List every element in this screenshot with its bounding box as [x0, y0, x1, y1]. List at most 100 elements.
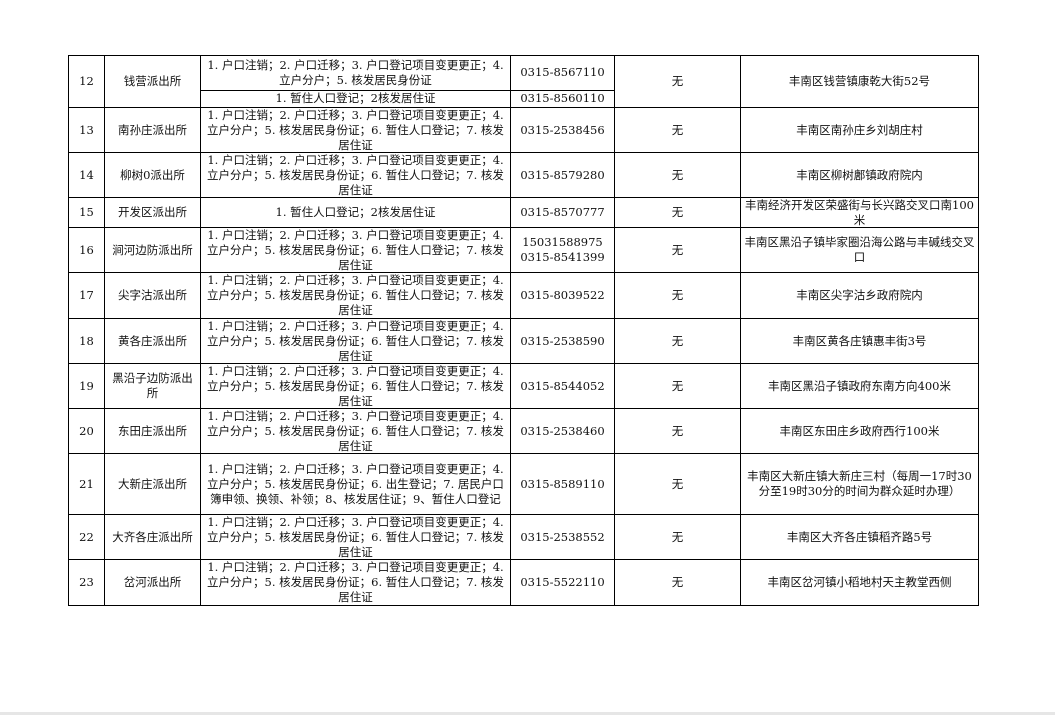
row-number-text: 15 [79, 205, 94, 219]
phone: 0315-2538460 [510, 408, 615, 454]
phone: 0315-8039522 [510, 272, 615, 319]
phone: 0315-8589110 [510, 453, 615, 515]
address-text: 丰南区岔河镇小稻地村天主教堂西侧 [767, 575, 952, 589]
services: 1. 户口注销；2. 户口迁移；3. 户口登记项目变更更正；4. 立户分户；5.… [200, 453, 511, 515]
station-name-text: 大齐各庄派出所 [112, 529, 193, 544]
phone: 0315-2538552 [510, 514, 615, 560]
services-text: 1. 户口注销；2. 户口迁移；3. 户口登记项目变更更正；4. 立户分户；5.… [207, 153, 504, 197]
address-text: 丰南区黑沿子镇政府东南方向400米 [768, 378, 951, 393]
services-text: 1. 户口注销；2. 户口迁移；3. 户口登记项目变更更正；4. 立户分户；5.… [207, 273, 504, 318]
row-number-text: 17 [79, 288, 94, 302]
phone: 0315-2538590 [510, 318, 615, 364]
phone-text: 0315-2538460 [520, 423, 605, 438]
row-number: 23 [68, 559, 105, 606]
address-text: 丰南区柳树鄌镇政府院内 [796, 167, 923, 182]
station-name: 黑沿子边防派出所 [104, 363, 201, 409]
services-text: 1. 户口注销；2. 户口迁移；3. 户口登记项目变更更正；4. 立户分户；5.… [207, 560, 504, 605]
row-number-text: 13 [79, 122, 94, 137]
phone-text: 0315-8039522 [520, 288, 605, 302]
address-text: 丰南区南孙庄乡刘胡庄村 [796, 122, 923, 137]
address: 丰南区黑沿子镇政府东南方向400米 [740, 363, 979, 409]
station-name-text: 涧河边防派出所 [112, 242, 193, 257]
address: 丰南区大新庄镇大新庄三村（每周一17时30分至19时30分的时间为群众延时办理） [740, 453, 979, 515]
row-number-text: 18 [79, 333, 94, 348]
services: 1. 暂住人口登记；2核发居住证 [200, 197, 511, 228]
phone: 0315-8544052 [510, 363, 615, 409]
station-name-text: 开发区派出所 [118, 205, 187, 219]
address: 丰南区尖字沽乡政府院内 [740, 272, 979, 319]
phone-text: 0315-5522110 [520, 575, 605, 589]
services: 1. 户口注销；2. 户口迁移；3. 户口登记项目变更更正；4. 立户分户；5.… [200, 152, 511, 198]
other-text: 无 [671, 205, 684, 219]
other: 无 [614, 152, 741, 198]
address-text: 丰南区尖字沽乡政府院内 [796, 288, 923, 302]
phone-text: 0315-8570777 [520, 205, 605, 219]
services: 1. 户口注销；2. 户口迁移；3. 户口登记项目变更更正；4. 立户分户；5.… [200, 363, 511, 409]
table-row: 21 大新庄派出所 1. 户口注销；2. 户口迁移；3. 户口登记项目变更更正；4.… [68, 453, 979, 515]
other-text: 无 [671, 288, 684, 302]
station-name: 柳树0派出所 [104, 152, 201, 198]
services-text: 1. 户口注销；2. 户口迁移；3. 户口登记项目变更更正；4. 立户分户；5.… [207, 228, 504, 272]
station-name: 黄各庄派出所 [104, 318, 201, 364]
services: 1. 户口注销；2. 户口迁移；3. 户口登记项目变更更正；4. 立户分户；5.… [200, 318, 511, 364]
other-text: 无 [671, 333, 684, 348]
services: 1. 户口注销；2. 户口迁移；3. 户口登记项目变更更正；4. 立户分户；5.… [200, 55, 511, 91]
row-number: 18 [68, 318, 105, 364]
other: 无 [614, 559, 741, 606]
other-text: 无 [671, 242, 684, 257]
address: 丰南区钱营镇康乾大街52号 [740, 55, 979, 108]
station-name-text: 黑沿子边防派出所 [112, 371, 193, 400]
other: 无 [614, 408, 741, 454]
other: 无 [614, 363, 741, 409]
services-text: 1. 户口注销；2. 户口迁移；3. 户口登记项目变更更正；4. 立户分户；5.… [207, 515, 504, 559]
phone: 0315-8579280 [510, 152, 615, 198]
phone: 0315-5522110 [510, 559, 615, 606]
station-name: 涧河边防派出所 [104, 227, 201, 273]
row-number-text: 20 [79, 423, 94, 438]
station-name: 南孙庄派出所 [104, 107, 201, 153]
table-row: 22 大齐各庄派出所 1. 户口注销；2. 户口迁移；3. 户口登记项目变更更正；4… [68, 514, 979, 560]
services-text: 1. 户口注销；2. 户口迁移；3. 户口登记项目变更更正；4. 立户分户；5.… [207, 57, 504, 87]
row-number-text: 22 [79, 529, 94, 544]
phone: 15031588975 0315-8541399 [510, 227, 615, 273]
address: 丰南区黑沿子镇毕家圈沿海公路与丰碱线交叉口 [740, 227, 979, 273]
address-text: 丰南区黑沿子镇毕家圈沿海公路与丰碱线交叉口 [744, 235, 975, 264]
other-text: 无 [671, 167, 684, 182]
address-text: 丰南区东田庄乡政府西行100米 [779, 423, 940, 438]
other-text: 无 [671, 575, 684, 589]
row-number-text: 12 [79, 74, 94, 88]
phone-text: 0315-8544052 [520, 378, 605, 393]
services-text: 1. 户口注销；2. 户口迁移；3. 户口登记项目变更更正；4. 立户分户；5.… [207, 364, 504, 408]
phone-text: 0315-8589110 [520, 476, 605, 491]
row-number-text: 16 [79, 242, 94, 257]
row-number-text: 23 [79, 575, 94, 589]
address: 丰南区柳树鄌镇政府院内 [740, 152, 979, 198]
table-row: 14 柳树0派出所 1. 户口注销；2. 户口迁移；3. 户口登记项目变更更正；4.… [68, 152, 979, 198]
station-name-text: 大新庄派出所 [118, 476, 187, 491]
services-text: 1. 户口注销；2. 户口迁移；3. 户口登记项目变更更正；4. 立户分户；5.… [207, 409, 504, 453]
other-text: 无 [671, 74, 684, 88]
address-text: 丰南区大齐各庄镇稻齐路5号 [786, 529, 933, 544]
address: 丰南区岔河镇小稻地村天主教堂西侧 [740, 559, 979, 606]
other-text: 无 [671, 529, 684, 544]
station-name: 岔河派出所 [104, 559, 201, 606]
address-text: 丰南经济开发区荣盛街与长兴路交叉口南100米 [745, 198, 974, 227]
phone-text: 15031588975 0315-8541399 [520, 235, 605, 264]
services: 1. 户口注销；2. 户口迁移；3. 户口登记项目变更更正；4. 立户分户；5.… [200, 514, 511, 560]
other: 无 [614, 514, 741, 560]
address: 丰南区大齐各庄镇稻齐路5号 [740, 514, 979, 560]
address-text: 丰南区黄各庄镇惠丰街3号 [792, 333, 927, 348]
station-name-text: 黄各庄派出所 [118, 333, 187, 348]
page-bottom-edge [0, 712, 1055, 715]
row-number-text: 21 [79, 476, 94, 491]
other: 无 [614, 453, 741, 515]
other: 无 [614, 107, 741, 153]
station-name-text: 南孙庄派出所 [118, 122, 187, 137]
address-text: 丰南区钱营镇康乾大街52号 [788, 74, 931, 88]
phone: 0315-2538456 [510, 107, 615, 153]
other: 无 [614, 197, 741, 228]
other: 无 [614, 272, 741, 319]
row-number: 17 [68, 272, 105, 319]
row-number: 13 [68, 107, 105, 153]
station-name-text: 东田庄派出所 [118, 423, 187, 438]
